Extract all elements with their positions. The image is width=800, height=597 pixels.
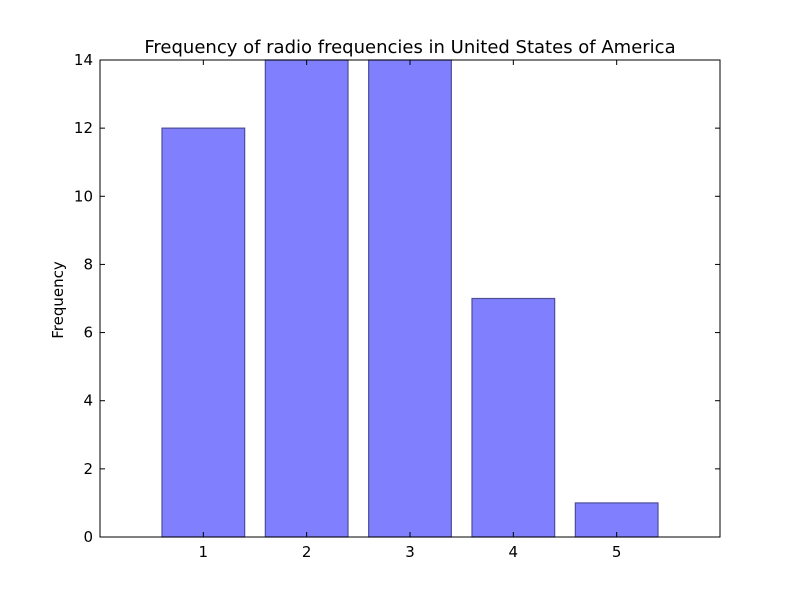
bar-5	[574, 502, 659, 538]
bar-2	[264, 59, 349, 538]
y-tick-label: 10	[74, 187, 93, 205]
y-ticks-group: 0 2 4 6 8 10 12 14	[74, 51, 720, 546]
plot-frame	[99, 59, 721, 538]
x-tick-label: 2	[302, 543, 312, 561]
y-tick-label: 2	[83, 460, 93, 478]
bars-group	[161, 59, 659, 538]
bar-3	[368, 59, 452, 538]
y-tick-label: 12	[74, 119, 93, 137]
y-tick-label: 8	[83, 255, 93, 273]
y-tick-label: 6	[83, 324, 93, 342]
chart-title: Frequency of radio frequencies in United…	[144, 37, 675, 58]
x-tick-label: 3	[405, 543, 415, 561]
bar-4	[471, 297, 556, 538]
x-tick-label: 4	[509, 543, 519, 561]
y-tick-label: 14	[74, 51, 93, 69]
x-ticks-group: 1 2 3 4 5	[199, 60, 622, 561]
x-tick-label: 1	[199, 543, 209, 561]
x-tick-label: 5	[612, 543, 622, 561]
y-tick-label: 0	[83, 528, 93, 546]
bar-1	[161, 127, 246, 538]
y-tick-label: 4	[83, 392, 93, 410]
y-axis-label: Frequency	[49, 261, 67, 339]
